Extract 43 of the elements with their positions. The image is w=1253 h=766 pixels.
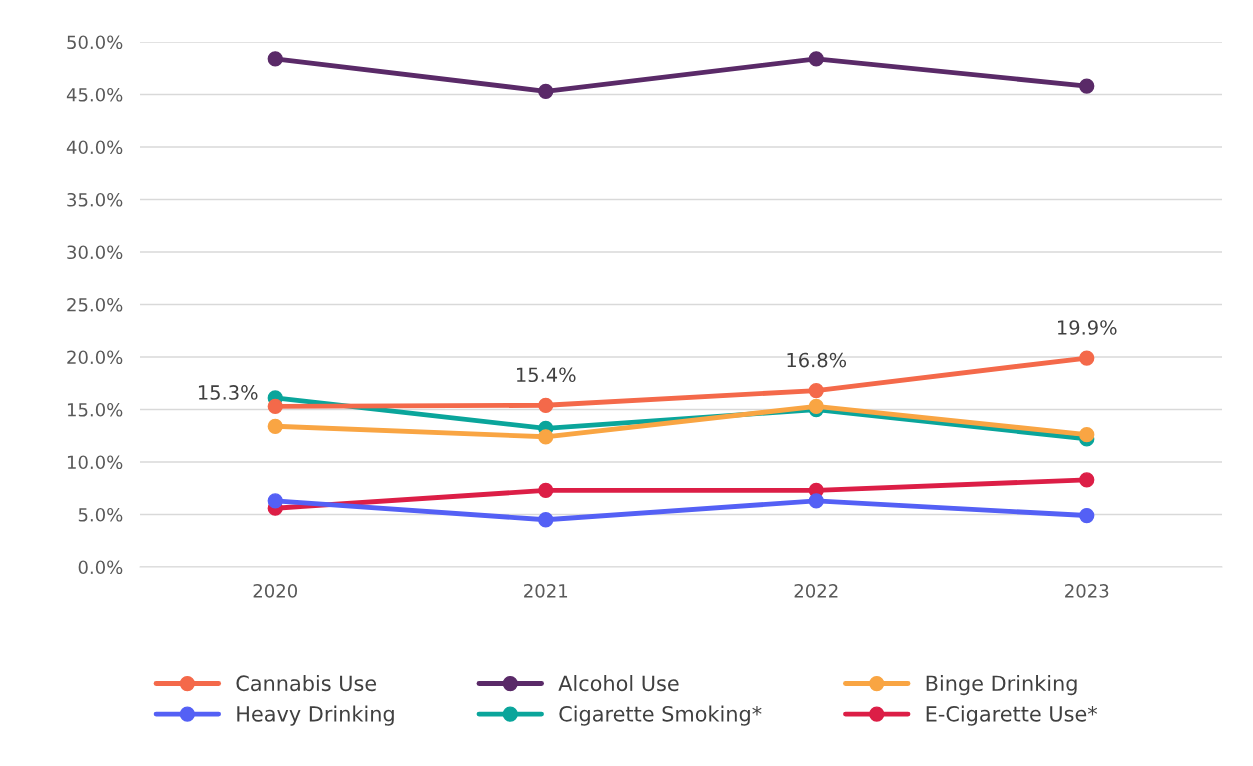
y-tick-label: 5.0%	[78, 507, 123, 522]
y-tick-label: 45.0%	[66, 87, 123, 102]
legend-label: E-Cigarette Use*	[926, 705, 1098, 726]
x-tick-label: 2023	[1065, 583, 1109, 598]
point	[1079, 472, 1095, 488]
data-label: 15.4%	[517, 367, 576, 383]
point	[808, 382, 824, 399]
y-tick-label: 10.0%	[67, 455, 123, 470]
point	[538, 397, 554, 413]
y-tick-label: 0.0%	[78, 560, 123, 575]
point	[267, 51, 283, 67]
legend-label: Heavy Drinking	[237, 705, 394, 726]
data-label: 16.8%	[787, 352, 847, 368]
y-tick-label: 20.0%	[67, 350, 123, 365]
point	[1079, 350, 1095, 366]
y-tick-label: 50.0%	[67, 35, 123, 50]
x-tick-label: 2022	[794, 583, 838, 598]
point	[538, 482, 554, 498]
legend-label: Binge Drinking	[926, 675, 1077, 696]
point	[808, 398, 824, 414]
point	[1079, 507, 1095, 524]
x-tick-label: 2021	[524, 583, 568, 598]
point	[267, 418, 283, 434]
y-tick-label: 30.0%	[67, 245, 123, 260]
y-tick-label: 35.0%	[67, 192, 123, 207]
x-tick-label: 2020	[253, 583, 298, 598]
data-label: 15.3%	[198, 385, 258, 400]
legend-label: Cigarette Smoking*	[559, 705, 762, 726]
data-label: 19.9%	[1058, 320, 1117, 335]
y-tick-label: 40.0%	[66, 140, 123, 155]
point	[267, 493, 283, 509]
point	[1079, 427, 1095, 443]
point	[267, 398, 283, 414]
y-tick-label: 25.0%	[67, 297, 123, 312]
point	[538, 429, 554, 445]
point	[1079, 78, 1095, 94]
point	[808, 493, 824, 509]
y-tick-label: 15.0%	[67, 402, 123, 417]
legend-label: Cannabis Use	[236, 675, 377, 692]
point	[538, 83, 554, 99]
legend-label: Alcohol Use	[558, 675, 679, 692]
point	[808, 51, 824, 67]
point	[538, 512, 554, 528]
